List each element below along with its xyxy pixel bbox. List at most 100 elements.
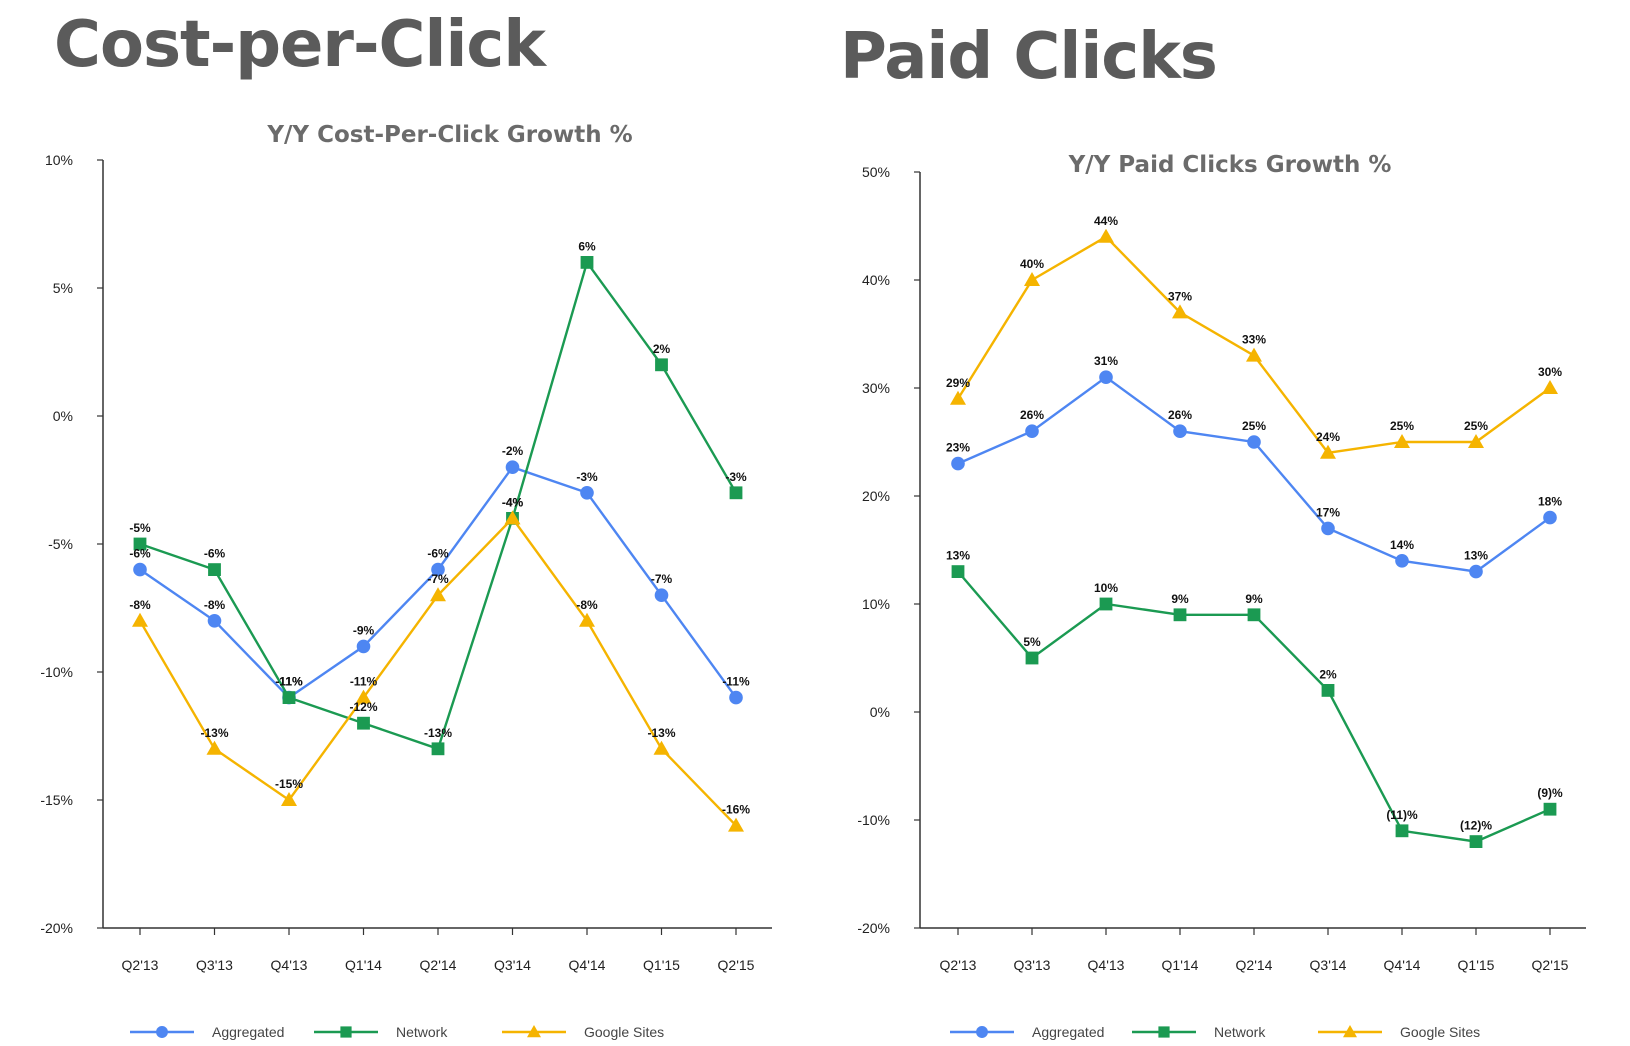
cpc-legend-network-label: Network xyxy=(396,1024,448,1040)
paid-clicks-network-point xyxy=(1395,824,1409,838)
paid-clicks-legend-google-sites-marker xyxy=(1343,1025,1357,1038)
cpc-y-tick-label: -20% xyxy=(40,920,73,936)
cpc-google-sites-point xyxy=(281,792,297,806)
cpc-heading: Cost-per-Click xyxy=(54,8,546,82)
cpc-aggregated-point xyxy=(133,562,147,577)
cpc-network-point xyxy=(655,358,668,372)
cpc-google-sites-data-label: -4% xyxy=(502,495,524,509)
cpc-x-tick-label: Q2'13 xyxy=(122,957,159,973)
cpc-google-sites-point xyxy=(579,612,595,627)
paid-clicks-network-point xyxy=(1025,651,1039,665)
paid-clicks-y-tick-label: 0% xyxy=(870,704,890,720)
paid-clicks-aggregated-point xyxy=(1321,521,1335,536)
paid-clicks-legend-aggregated-label: Aggregated xyxy=(1032,1024,1104,1040)
cpc-google-sites-data-label: -13% xyxy=(647,726,675,740)
cpc-legend-google-sites-label: Google Sites xyxy=(584,1024,664,1040)
cpc-network-point xyxy=(729,486,743,500)
cpc-x-tick-label: Q4'14 xyxy=(569,957,606,973)
paid-clicks-network-data-label: 9% xyxy=(1171,592,1189,606)
cpc-google-sites-point xyxy=(728,817,744,832)
paid-clicks-y-tick-label: 40% xyxy=(862,272,890,288)
paid-clicks-google-sites-data-label: 37% xyxy=(1168,289,1192,303)
paid-clicks-x-tick-label: Q1'14 xyxy=(1162,957,1199,973)
paid-clicks-aggregated-data-label: 26% xyxy=(1020,408,1044,422)
paid-clicks-x-tick-label: Q3'13 xyxy=(1014,957,1051,973)
cpc-legend-aggregated-marker xyxy=(156,1026,168,1038)
cpc-legend-aggregated-label: Aggregated xyxy=(212,1024,284,1040)
cpc-x-tick-label: Q4'13 xyxy=(271,957,308,973)
cpc-network-line xyxy=(139,259,738,751)
paid-clicks-google-sites-point xyxy=(1098,228,1114,243)
paid-clicks-y-tick-label: -20% xyxy=(857,920,890,936)
cpc-network-point xyxy=(431,742,445,756)
cpc-google-sites-point xyxy=(355,689,372,704)
paid-clicks-x-tick-label: Q2'15 xyxy=(1532,957,1569,973)
paid-clicks-google-sites-data-label: 25% xyxy=(1464,419,1488,433)
paid-clicks-x-tick-label: Q3'14 xyxy=(1310,957,1347,973)
cpc-network-data-label: -13% xyxy=(424,726,452,740)
cpc-google-sites-point xyxy=(430,587,446,602)
paid-clicks-y-tick-label: 50% xyxy=(862,164,890,180)
paid-clicks-y-tick-label: 20% xyxy=(862,488,890,504)
cpc-aggregated-data-label: -9% xyxy=(353,623,375,637)
paid-clicks-x-tick-label: Q1'15 xyxy=(1458,957,1495,973)
cpc-aggregated-data-label: -11% xyxy=(275,675,303,689)
paid-clicks-aggregated-data-label: 23% xyxy=(946,441,970,455)
paid-clicks-network-point xyxy=(1247,608,1261,622)
paid-clicks-y-tick-label: -10% xyxy=(857,812,890,828)
cpc-google-sites-point xyxy=(653,740,670,755)
cpc-network-data-label: -4% xyxy=(502,495,524,509)
paid-clicks-network-data-label: 9% xyxy=(1245,592,1263,606)
cpc-y-tick-label: -5% xyxy=(48,536,73,552)
paid-clicks-google-sites-point xyxy=(1172,304,1188,319)
cpc-chart-title: Y/Y Cost-Per-Click Growth % xyxy=(266,122,632,148)
cpc-google-sites-point xyxy=(504,510,521,525)
cpc-google-sites-point xyxy=(206,740,223,755)
paid-clicks-aggregated-point xyxy=(1247,435,1261,449)
paid-clicks-aggregated-data-label: 17% xyxy=(1316,505,1340,519)
cpc-network-data-label: -12% xyxy=(349,700,377,714)
paid-clicks-x-tick-label: Q2'13 xyxy=(940,957,977,973)
paid-clicks-chart-title: Y/Y Paid Clicks Growth % xyxy=(1068,152,1392,178)
cpc-network-point xyxy=(133,537,147,551)
paid-clicks-x-tick-label: Q4'13 xyxy=(1088,957,1125,973)
paid-clicks-aggregated-point xyxy=(1543,510,1557,525)
paid-clicks-aggregated-point xyxy=(951,456,965,471)
paid-clicks-x-tick-label: Q4'14 xyxy=(1384,957,1421,973)
paid-clicks-network-point xyxy=(1099,597,1113,611)
cpc-aggregated-point xyxy=(580,486,594,500)
paid-clicks-google-sites-point xyxy=(1246,347,1262,362)
cpc-network-data-label: -3% xyxy=(725,470,747,484)
cpc-x-tick-label: Q3'14 xyxy=(494,957,531,973)
paid-clicks-google-sites-data-label: 33% xyxy=(1242,333,1266,347)
cpc-network-point xyxy=(357,716,370,730)
cpc-google-sites-data-label: -7% xyxy=(427,572,449,586)
cpc-panel: Cost-per-Click Y/Y Cost-Per-Click Growth… xyxy=(0,0,810,1046)
cpc-network-point xyxy=(208,563,221,576)
paid-clicks-aggregated-data-label: 31% xyxy=(1094,354,1118,368)
cpc-aggregated-data-label: -8% xyxy=(204,598,226,612)
cpc-legend-network-marker xyxy=(340,1026,352,1038)
paid-clicks-google-sites-point xyxy=(1024,272,1040,286)
cpc-aggregated-point xyxy=(729,690,743,705)
paid-clicks-network-point xyxy=(1173,608,1187,622)
cpc-aggregated-point xyxy=(207,614,222,628)
paid-clicks-panel: Paid Clicks Y/Y Paid Clicks Growth % 50% 4… xyxy=(810,0,1630,1046)
cpc-aggregated-point xyxy=(505,460,520,475)
cpc-x-tick-label: Q1'15 xyxy=(643,957,680,973)
paid-clicks-google-sites-point xyxy=(950,390,966,405)
cpc-growth-chart: Y/Y Cost-Per-Click Growth % 10% 5% 0% -5% -10… xyxy=(40,122,772,1040)
paid-clicks-google-sites-point xyxy=(1394,434,1410,448)
cpc-legend-google-sites-marker xyxy=(527,1025,541,1038)
cpc-google-sites-point xyxy=(132,612,148,627)
cpc-network-point xyxy=(580,256,594,269)
cpc-x-tick-label: Q2'15 xyxy=(718,957,755,973)
paid-clicks-network-data-label: (11)% xyxy=(1386,808,1418,822)
cpc-y-tick-label: -10% xyxy=(40,664,73,680)
paid-clicks-network-point xyxy=(1543,802,1557,816)
paid-clicks-network-point xyxy=(1469,835,1483,848)
cpc-google-sites-data-label: -15% xyxy=(275,777,303,791)
cpc-aggregated-data-label: -3% xyxy=(576,470,598,484)
paid-clicks-aggregated-data-label: 14% xyxy=(1390,538,1414,552)
paid-clicks-aggregated-data-label: 13% xyxy=(1464,549,1488,563)
